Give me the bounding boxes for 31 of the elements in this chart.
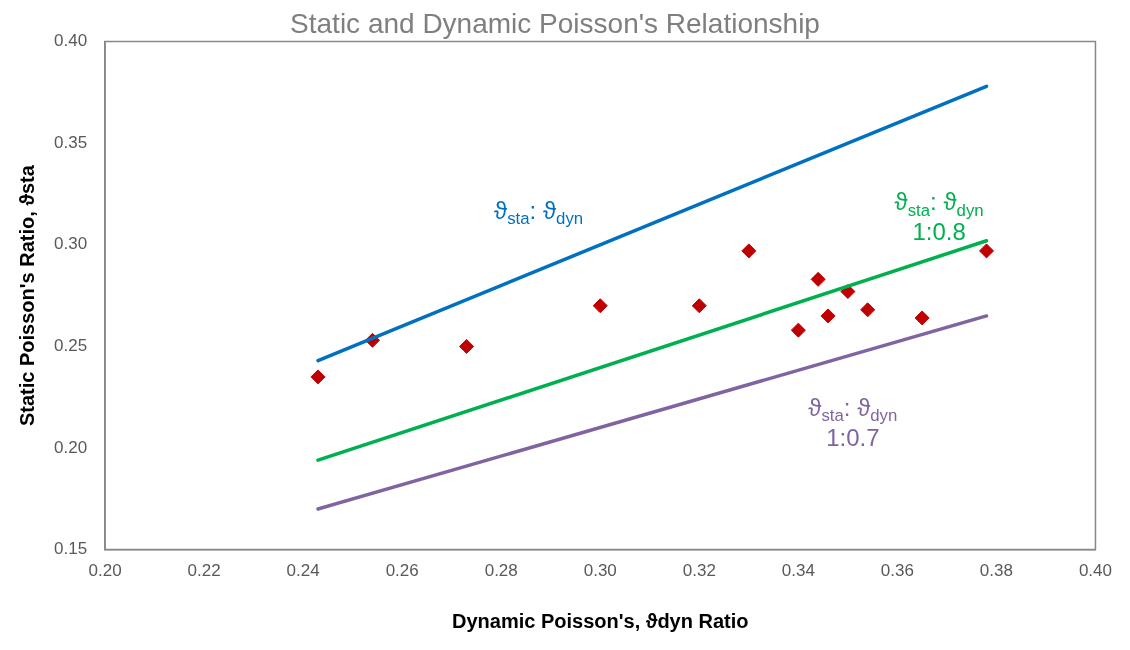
- y-axis-title: Static Poisson's Ratio, ϑsta: [15, 164, 38, 427]
- x-tick-label: 0.30: [583, 561, 617, 581]
- point: [810, 271, 826, 287]
- x-tick-label: 0.34: [781, 561, 815, 581]
- x-tick-label: 0.26: [385, 561, 419, 581]
- point: [820, 308, 836, 324]
- x-tick-label: 0.36: [880, 561, 914, 581]
- y-tick-label: 0.20: [53, 437, 88, 457]
- y-tick-label: 0.30: [53, 234, 88, 254]
- point: [860, 302, 876, 318]
- point: [310, 369, 326, 385]
- x-tick-label: 0.28: [484, 561, 518, 581]
- x-axis-title: Dynamic Poisson's, ϑdyn Ratio: [452, 609, 749, 632]
- x-tick-label: 0.32: [682, 561, 716, 581]
- point: [459, 338, 475, 354]
- x-tick-label: 0.38: [979, 561, 1013, 581]
- point: [979, 243, 995, 259]
- y-tick-label: 0.15: [53, 539, 88, 559]
- point: [691, 298, 707, 314]
- y-tick-label: 0.40: [53, 31, 88, 51]
- y-tick-label: 0.25: [53, 336, 88, 356]
- y-tick-label: 0.35: [53, 132, 88, 152]
- point: [790, 322, 806, 338]
- point: [741, 243, 757, 259]
- point: [914, 310, 930, 326]
- x-tick-label: 0.20: [88, 561, 122, 581]
- x-tick-label: 0.24: [286, 561, 320, 581]
- chart-title: Static and Dynamic Poisson's Relationship: [290, 7, 820, 39]
- point: [592, 298, 608, 314]
- x-tick-label: 0.22: [187, 561, 221, 581]
- x-tick-label: 0.40: [1078, 561, 1112, 581]
